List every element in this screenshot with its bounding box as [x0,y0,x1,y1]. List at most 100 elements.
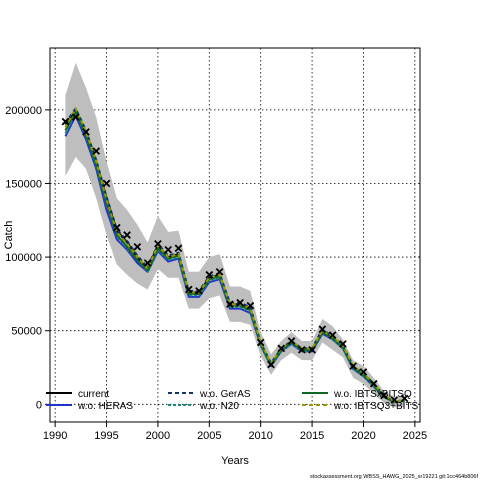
observed-point-stroke [328,331,337,339]
observed-point [328,331,337,339]
y-tick-label: 100000 [5,252,42,264]
series-lines [64,107,405,404]
observed-point [339,340,347,348]
observed-point [236,298,244,307]
credit-text: stockassessment.org WBSS_HAWG_2025_sr192… [310,474,478,480]
legend-entry-2: w.o. GerAS [168,389,251,400]
legend-label: w.o. GerAS [199,389,251,400]
x-axis: 1990 1995 2000 2005 2010 2015 2020 2025 [43,422,427,442]
y-tick-label: 0 [36,399,42,411]
observed-point [92,147,101,155]
observed-point-stroke [195,287,203,295]
observed-point-stroke [287,337,296,345]
y-tick-label: 200000 [5,105,42,117]
x-axis-label: Years [221,455,249,467]
observed-point-stroke [339,340,347,348]
observed-point [226,300,234,309]
observed-point-stroke [112,223,121,232]
observed-point-stroke [184,285,193,294]
legend-entry-0: current [46,389,109,400]
observed-point-stroke [349,362,358,370]
x-tick-label: 2005 [197,430,221,442]
observed-point [287,337,296,345]
plot-frame [49,47,421,423]
observed-point-stroke [390,396,399,404]
observed-point-stroke [277,344,286,353]
observed-point-stroke [267,360,275,369]
observed-point [133,242,142,251]
y-axis-label: Catch [3,221,15,250]
legend-label: w.o. IBTSQ3+BITS [333,401,419,412]
legend-label: w.o. N20 [199,401,239,412]
observed-point [267,360,275,369]
observed-point-stroke [369,379,378,388]
observed-point [195,287,203,295]
legend-label: w.o. IBTSxBITSQ [333,389,412,400]
x-tick-label: 2020 [351,430,375,442]
observed-point [143,259,152,267]
observed-point [369,379,378,388]
x-tick-label: 2000 [146,430,170,442]
observed-point [205,270,214,279]
series-line-5 [64,107,405,403]
y-axis: 0 50000 100000 150000 200000 [5,105,50,411]
observed-point [174,244,183,253]
observed-point-stroke [164,245,173,254]
observed-point [308,346,316,354]
observed-point [123,231,131,239]
observed-point-stroke [308,346,316,354]
grid [50,48,420,422]
observed-point-stroke [359,368,368,376]
x-tick-label: 1990 [43,430,67,442]
observed-point [400,394,409,403]
observed-point-stroke [82,128,90,136]
observed-point [390,396,399,404]
observed-point-stroke [400,394,409,403]
observed-point-stroke [71,113,80,122]
legend-entry-1: w.o. HERAS [46,401,133,412]
legend-entry-5: w.o. IBTSQ3+BITS [302,401,419,412]
observed-point-stroke [246,301,255,310]
x-tick-label: 2015 [300,430,324,442]
observed-point [349,362,358,370]
observed-point [164,245,173,254]
observed-point [71,113,80,122]
observed-point [277,344,286,353]
observed-point [318,325,327,334]
observed-point-stroke [226,300,234,309]
observed-point [102,179,111,188]
observed-point [359,368,368,376]
x-tick-label: 2010 [248,430,272,442]
observed-point-stroke [102,179,111,188]
observed-point [246,301,255,310]
observed-point-stroke [143,259,152,267]
observed-points [61,113,409,404]
observed-point [256,338,265,347]
observed-point [184,285,193,294]
legend-label: w.o. HERAS [77,401,133,412]
observed-point-stroke [380,391,388,400]
confidence-band [65,62,405,408]
observed-point [112,223,121,232]
observed-point [154,239,162,248]
observed-point [82,128,90,136]
observed-point-stroke [318,325,327,334]
observed-point-stroke [297,346,306,354]
observed-point-stroke [154,239,162,248]
observed-point-stroke [92,147,101,155]
legend-entry-4: w.o. IBTSxBITSQ [302,389,412,400]
x-tick-label: 1995 [94,430,118,442]
y-tick-label: 50000 [11,326,42,338]
observed-point-stroke [215,267,224,276]
observed-point [61,117,70,126]
confidence-band-area [65,62,405,408]
observed-point-stroke [236,298,244,307]
legend-label: current [78,389,109,400]
observed-point-stroke [61,117,70,126]
y-tick-label: 150000 [5,178,42,190]
observed-point-stroke [133,242,142,251]
observed-point [297,346,306,354]
observed-point [215,267,224,276]
